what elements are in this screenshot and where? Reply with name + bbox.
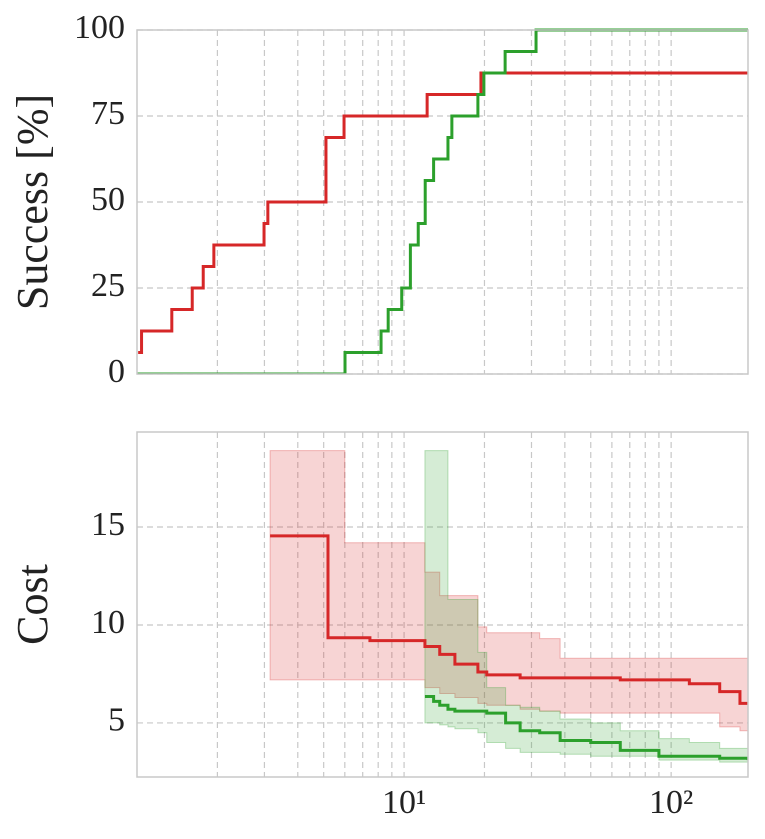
y-tick-label: 0 [108, 353, 125, 390]
y-tick-label: 25 [91, 267, 125, 304]
line [137, 28, 748, 374]
x-tick-label: 10² [649, 784, 693, 821]
y-axis-label: Success [%] [8, 94, 57, 310]
line [424, 694, 748, 761]
x-tick-label: 10¹ [382, 784, 426, 821]
line [138, 71, 748, 354]
band [269, 450, 748, 732]
y-axis-label: Cost [8, 564, 57, 645]
y-tick-label: 10 [91, 604, 125, 641]
y-tick-label: 50 [91, 181, 125, 218]
y-tick-label: 15 [91, 506, 125, 543]
y-tick-label: 100 [74, 9, 125, 46]
line [270, 534, 748, 705]
band [424, 450, 748, 763]
y-tick-label: 75 [91, 95, 125, 132]
axes-frame [136, 431, 749, 778]
axes-frame [136, 29, 749, 375]
y-tick-label: 5 [108, 702, 125, 739]
